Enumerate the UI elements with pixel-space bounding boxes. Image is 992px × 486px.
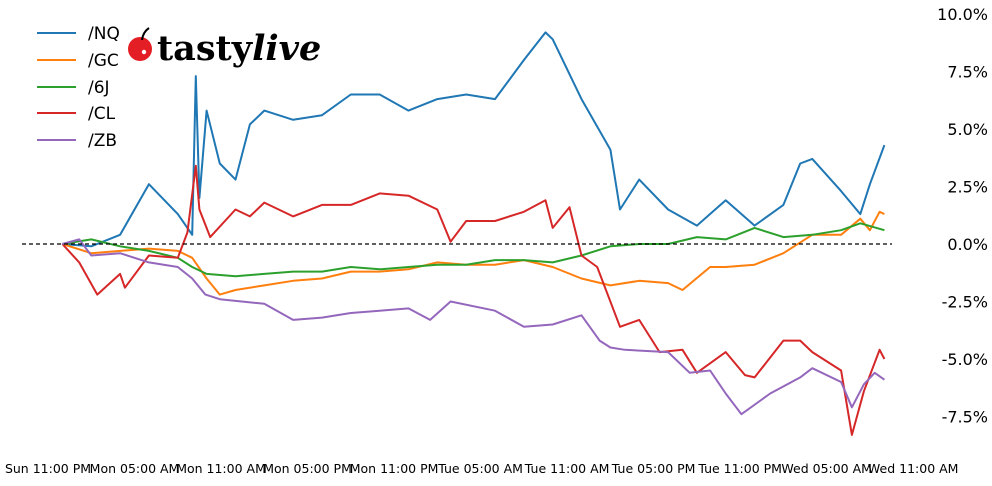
- legend-label-6j: /6J: [88, 78, 110, 98]
- x-tick-label: Mon 11:00 AM: [176, 461, 266, 476]
- logo-text: tastylive: [157, 28, 321, 69]
- x-tick-label: Mon 05:00 PM: [263, 461, 352, 476]
- x-tick-label: Mon 11:00 PM: [350, 461, 439, 476]
- y-tick-label: 0.0%: [947, 235, 988, 254]
- cherry-highlight: [141, 49, 147, 55]
- x-tick-label: Tue 05:00 PM: [611, 461, 696, 476]
- x-tick-label: Tue 11:00 PM: [697, 461, 782, 476]
- tastylive-logo: tastylive: [128, 27, 321, 69]
- x-tick-label: Mon 05:00 AM: [90, 461, 180, 476]
- series-line-nq: [62, 31, 886, 248]
- legend: /NQ /GC /6J /CL /ZB: [37, 24, 120, 151]
- y-tick-label: 2.5%: [947, 178, 988, 197]
- x-tick-label: Tue 05:00 AM: [437, 461, 523, 476]
- cherry-stem-icon: [141, 27, 150, 41]
- y-tick-label: 5.0%: [947, 120, 988, 139]
- y-tick-label: 7.5%: [947, 63, 988, 82]
- series-layer: [61, 31, 886, 436]
- series-line-zb: [62, 238, 885, 416]
- y-tick-label: -5.0%: [942, 350, 988, 369]
- y-tick-label: -2.5%: [942, 293, 988, 312]
- y-axis-ticks: 10.0% 7.5% 5.0% 2.5% 0.0% -2.5% -5.0% -7.5%: [937, 5, 988, 427]
- series-line-6j: [62, 222, 885, 278]
- series-line-cl: [61, 164, 886, 436]
- legend-label-cl: /CL: [88, 104, 116, 124]
- x-tick-label: Tue 11:00 AM: [524, 461, 610, 476]
- legend-label-nq: /NQ: [88, 24, 120, 44]
- legend-label-gc: /GC: [88, 51, 119, 71]
- x-tick-label: Wed 11:00 AM: [868, 461, 959, 476]
- x-tick-label: Sun 11:00 PM: [5, 461, 91, 476]
- x-tick-label: Wed 05:00 AM: [781, 461, 872, 476]
- legend-label-zb: /ZB: [88, 131, 117, 151]
- y-tick-label: 10.0%: [937, 5, 988, 24]
- y-tick-label: -7.5%: [942, 408, 988, 427]
- cherry-icon: [128, 37, 152, 61]
